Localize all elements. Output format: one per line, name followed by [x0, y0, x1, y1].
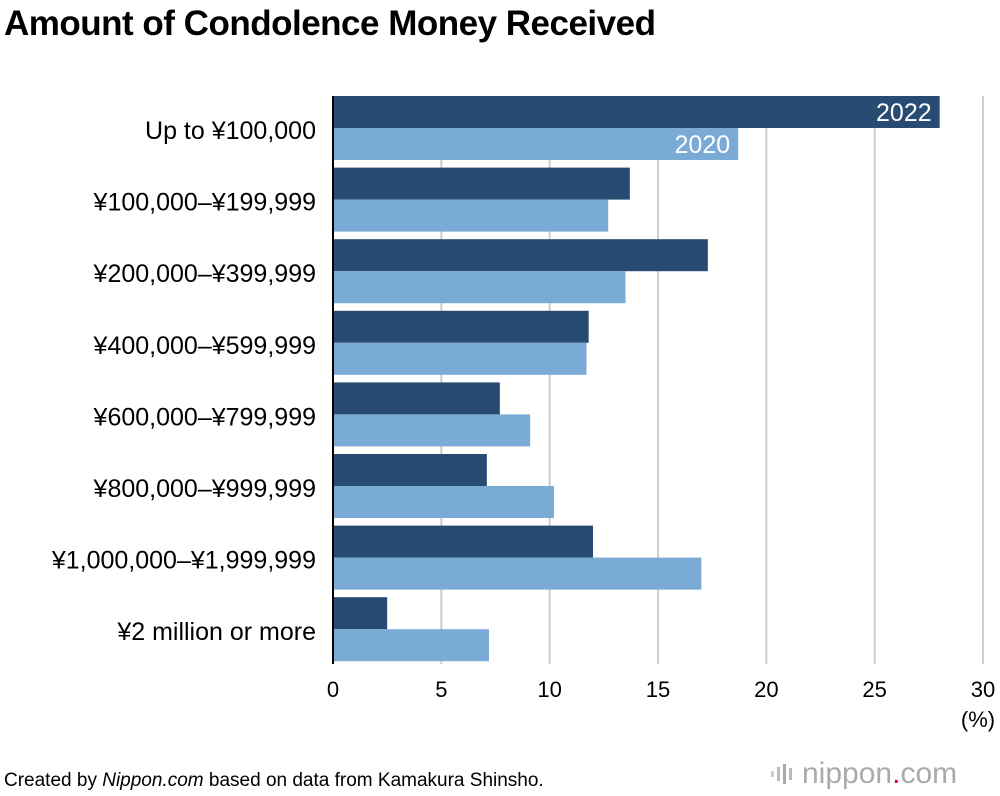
x-tick-label-30: 30 [971, 677, 995, 702]
bar-2020-3 [333, 271, 626, 304]
bar-2020-1 [333, 128, 739, 160]
credit-source-name: Nippon.com [102, 770, 204, 791]
x-tick-label-20: 20 [754, 677, 778, 702]
brand-name: nippon [802, 757, 893, 790]
category-label-2: ¥100,000–¥199,999 [93, 189, 316, 217]
x-tick-label-10: 10 [537, 677, 561, 702]
bar-2022-3 [333, 239, 708, 272]
series-label-2020: 2020 [675, 131, 731, 159]
bar-2020-5 [333, 414, 531, 447]
bar-2022-4 [333, 310, 589, 343]
brand-tld: com [900, 757, 958, 790]
nippon-logo: nippon.com [770, 757, 957, 791]
x-tick-label-0: 0 [327, 677, 339, 702]
category-label-4: ¥400,000–¥599,999 [93, 332, 316, 360]
x-tick-label-5: 5 [435, 677, 447, 702]
category-label-7: ¥1,000,000–¥1,999,999 [51, 547, 316, 575]
bar-2020-4 [333, 342, 587, 375]
sound-wave-icon [771, 764, 792, 784]
credit-suffix: based on data from Kamakura Shinsho. [203, 770, 544, 791]
chart-title: Amount of Condolence Money Received [4, 4, 656, 43]
category-label-3: ¥200,000–¥399,999 [93, 260, 316, 288]
series-label-2022: 2022 [876, 99, 932, 127]
bar-2020-8 [333, 629, 489, 662]
bar-2020-2 [333, 199, 609, 232]
x-tick-label-25: 25 [862, 677, 886, 702]
bar-2022-6 [333, 454, 487, 486]
credit-prefix: Created by [4, 770, 103, 791]
bar-2022-7 [333, 525, 593, 558]
source-credit: Created by Nippon.com based on data from… [4, 770, 544, 792]
x-tick-label-15: 15 [646, 677, 670, 702]
bar-2022-2 [333, 167, 630, 200]
bar-2022-1 [333, 96, 940, 128]
brand-dot: . [892, 757, 901, 790]
category-label-1: Up to ¥100,000 [145, 117, 316, 145]
x-axis-unit-label: (%) [961, 707, 995, 732]
bar-2020-6 [333, 486, 554, 518]
category-label-8: ¥2 million or more [116, 618, 316, 646]
bar-2022-5 [333, 382, 500, 415]
category-label-5: ¥600,000–¥799,999 [93, 403, 316, 431]
category-label-6: ¥800,000–¥999,999 [93, 475, 316, 503]
bar-2020-7 [333, 557, 702, 590]
bar-2022-8 [333, 597, 388, 630]
